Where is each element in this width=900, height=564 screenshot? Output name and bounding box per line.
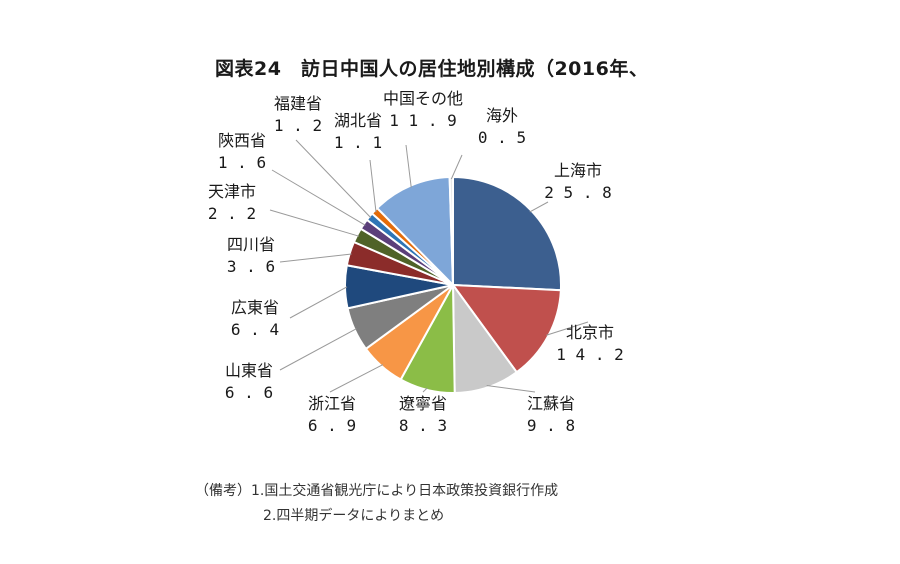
slice-value-label: 1 . 6: [218, 153, 266, 172]
slice-label: 海外: [486, 106, 518, 125]
leader-line: [529, 201, 549, 213]
leader-line: [295, 139, 372, 219]
leader-line: [271, 169, 366, 226]
slice-value-label: 1 4 . 2: [556, 345, 623, 364]
slice-value-label: 0 . 5: [478, 128, 526, 147]
slice-value-label: 9 . 8: [527, 416, 575, 435]
slice-value-label: 6 . 9: [308, 416, 356, 435]
pie-chart: 上海市 2 5 . 8 北京市 1 4 . 2 江蘇省 9 . 8 遼寧省 8 . 3 浙江省 6…: [208, 89, 624, 435]
chart-title: 図表24 訪日中国人の居住地別構成（2016年、: [215, 58, 649, 80]
leader-line: [269, 209, 360, 237]
slice-label: 湖北省: [334, 111, 382, 130]
leader-line: [486, 385, 536, 393]
slice-value-label: 1 . 2: [274, 116, 322, 135]
slice-label: 浙江省: [308, 394, 356, 413]
pie-slice: [375, 176, 455, 288]
leader-line: [422, 387, 428, 393]
slice-label: 中国その他: [383, 89, 463, 108]
slice-label: 広東省: [231, 298, 279, 317]
leader-line: [289, 286, 348, 319]
slice-labels: 上海市 2 5 . 8 北京市 1 4 . 2 江蘇省 9 . 8 遼寧省 8 . 3 浙江省 6…: [208, 89, 624, 435]
slice-label: 上海市: [554, 161, 602, 180]
slice-value-label: 3 . 6: [227, 257, 275, 276]
slice-value-label: 6 . 6: [225, 383, 273, 402]
slice-label: 福建省: [274, 94, 322, 113]
leader-line: [329, 364, 384, 393]
note-line-2: 2.四半期データによりまとめ: [263, 508, 445, 524]
slice-label: 江蘇省: [527, 394, 575, 413]
slice-label: 天津市: [208, 182, 256, 201]
leader-line: [279, 253, 352, 263]
slice-label: 陝西省: [218, 131, 266, 150]
pie-slice: [450, 283, 562, 374]
slice-label: 四川省: [227, 235, 275, 254]
leader-line: [546, 321, 589, 336]
leader-line: [369, 159, 377, 213]
leader-line: [450, 154, 463, 180]
pie-slice: [452, 175, 562, 292]
slice-value-label: 6 . 4: [231, 320, 279, 339]
pie-slices: [344, 175, 562, 395]
note-line-1: （備考）1.国土交通省観光庁により日本政策投資銀行作成: [195, 483, 559, 499]
slice-label: 遼寧省: [399, 394, 447, 413]
slice-value-label: 2 . 2: [208, 204, 256, 223]
slice-label: 北京市: [566, 323, 614, 342]
slice-value-label: 1 1 . 9: [389, 111, 456, 130]
slice-label: 山東省: [225, 361, 273, 380]
pie-slice: [448, 175, 454, 286]
leader-line: [405, 144, 412, 188]
leader-line: [279, 328, 357, 371]
slice-value-label: 8 . 3: [399, 416, 447, 435]
slice-value-label: 1 . 1: [334, 133, 382, 152]
slice-value-label: 2 5 . 8: [544, 183, 611, 202]
leader-lines: [269, 139, 589, 393]
